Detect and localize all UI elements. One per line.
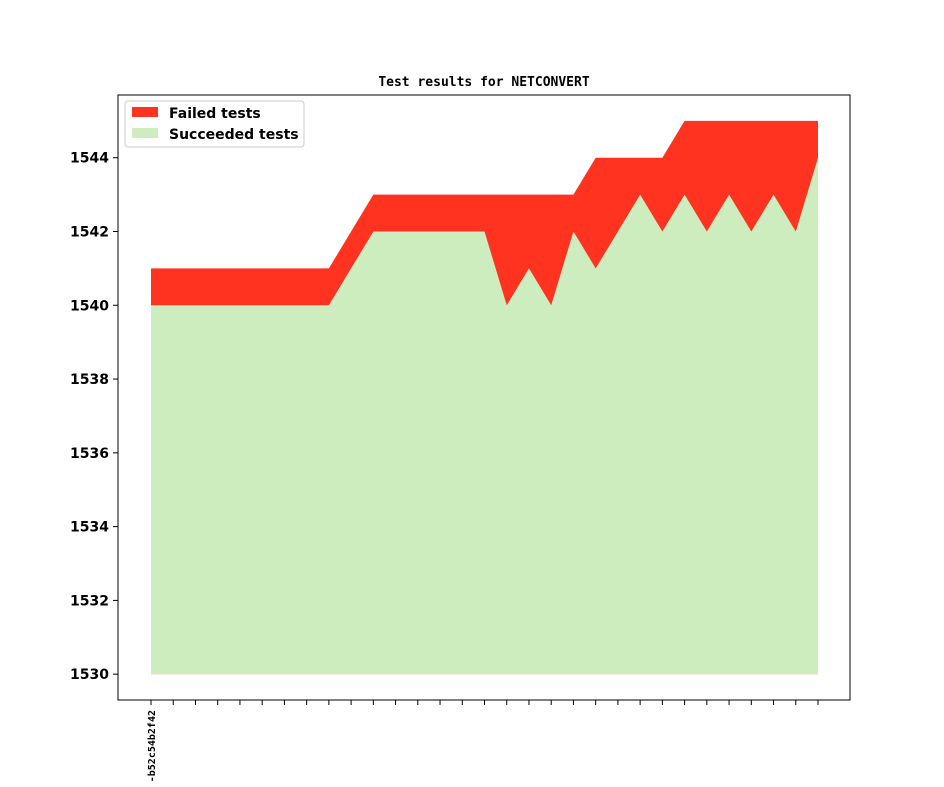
- legend-swatch-failed: [132, 107, 158, 117]
- legend-swatch-succeeded: [132, 128, 158, 138]
- legend-box: [124, 100, 305, 148]
- y-tick-label: 1540: [70, 298, 109, 314]
- y-tick-label: 1542: [70, 224, 109, 240]
- legend: Failed tests Succeeded tests: [124, 100, 305, 148]
- series-succeeded-area: [151, 157, 818, 675]
- plot-area: [151, 120, 818, 675]
- y-tick-label: 1544: [70, 151, 109, 167]
- y-tick-label: 1530: [70, 667, 109, 683]
- y-tick-label: 1534: [70, 520, 109, 536]
- y-axis: 1530 1532 1534 1536 1538 1540 1542 1544: [70, 151, 118, 683]
- x-tick-label: -b52c54b2f42: [147, 710, 158, 782]
- legend-label-succeeded: Succeeded tests: [169, 127, 299, 143]
- y-tick-label: 1538: [70, 372, 109, 388]
- legend-label-failed: Failed tests: [169, 106, 261, 122]
- y-tick-label: 1536: [70, 446, 109, 462]
- y-tick-label: 1532: [70, 593, 109, 609]
- chart-title: Test results for NETCONVERT: [378, 75, 589, 90]
- x-axis: -b52c54b2f42: [147, 700, 819, 782]
